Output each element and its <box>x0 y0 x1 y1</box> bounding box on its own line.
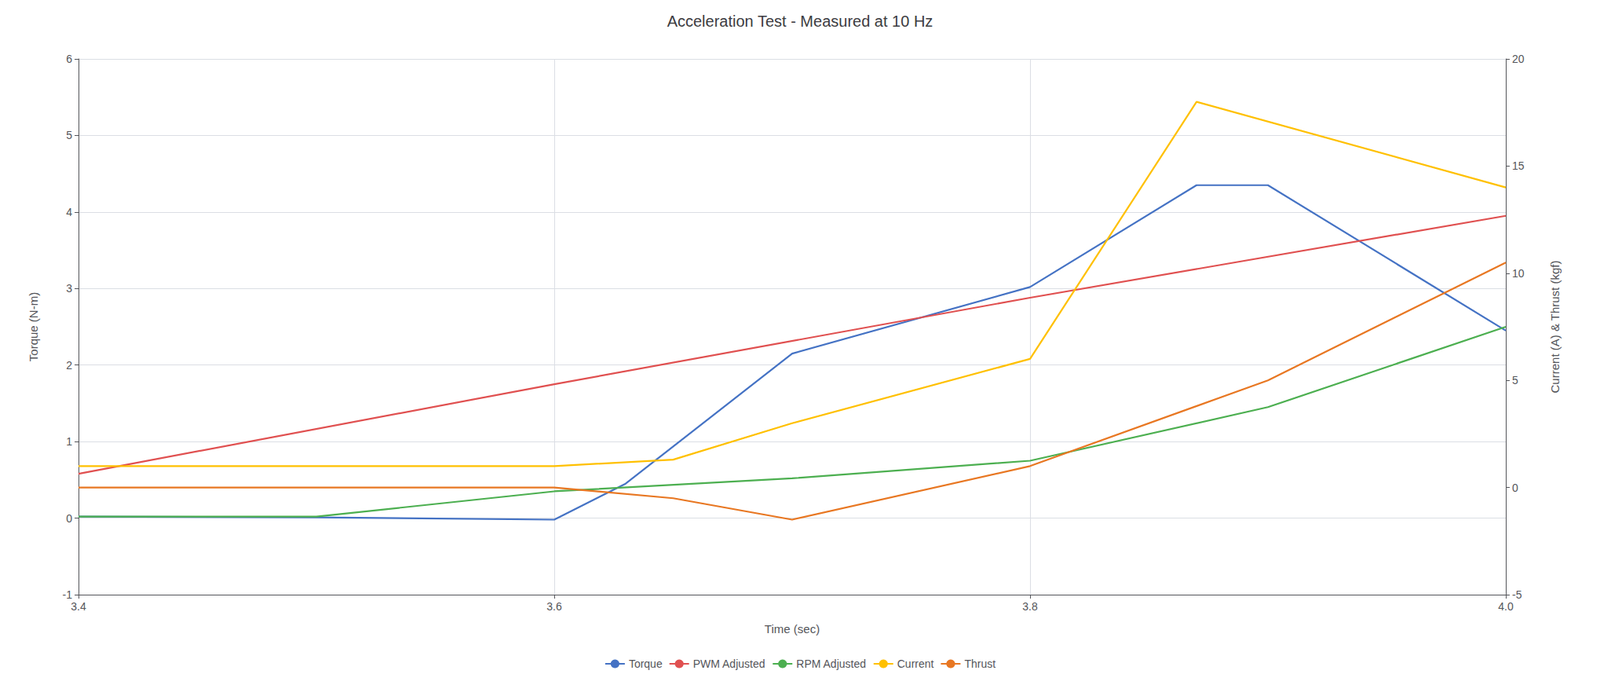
svg-text:15: 15 <box>1512 159 1525 172</box>
svg-text:1: 1 <box>65 434 73 448</box>
svg-text:5: 5 <box>1512 373 1519 387</box>
svg-text:Torque (N-m): Torque (N-m) <box>26 292 41 362</box>
svg-text:10: 10 <box>1512 266 1525 280</box>
svg-text:RPM Adjusted: RPM Adjusted <box>796 657 866 670</box>
svg-text:3.6: 3.6 <box>546 599 563 613</box>
svg-text:0: 0 <box>1512 481 1519 494</box>
svg-text:-1: -1 <box>62 588 74 601</box>
svg-text:5: 5 <box>65 128 73 142</box>
svg-text:2: 2 <box>65 358 73 372</box>
svg-text:Current: Current <box>897 657 935 670</box>
svg-text:0: 0 <box>65 511 73 525</box>
svg-text:Torque: Torque <box>628 657 663 670</box>
svg-text:4: 4 <box>65 205 73 219</box>
svg-text:3.8: 3.8 <box>1022 599 1038 613</box>
svg-text:3: 3 <box>65 281 73 295</box>
svg-text:Current (A) & Thrust (kgf): Current (A) & Thrust (kgf) <box>1548 260 1562 394</box>
svg-text:-5: -5 <box>1512 588 1523 601</box>
svg-text:PWM Adjusted: PWM Adjusted <box>693 657 766 670</box>
svg-text:3.4: 3.4 <box>70 599 87 613</box>
svg-text:Thrust: Thrust <box>964 657 996 670</box>
svg-text:6: 6 <box>65 52 73 66</box>
svg-text:Acceleration Test - Measured a: Acceleration Test - Measured at 10 Hz <box>667 12 934 30</box>
svg-text:4.0: 4.0 <box>1497 599 1514 613</box>
svg-text:Time (sec): Time (sec) <box>764 621 820 636</box>
svg-text:20: 20 <box>1512 52 1525 66</box>
